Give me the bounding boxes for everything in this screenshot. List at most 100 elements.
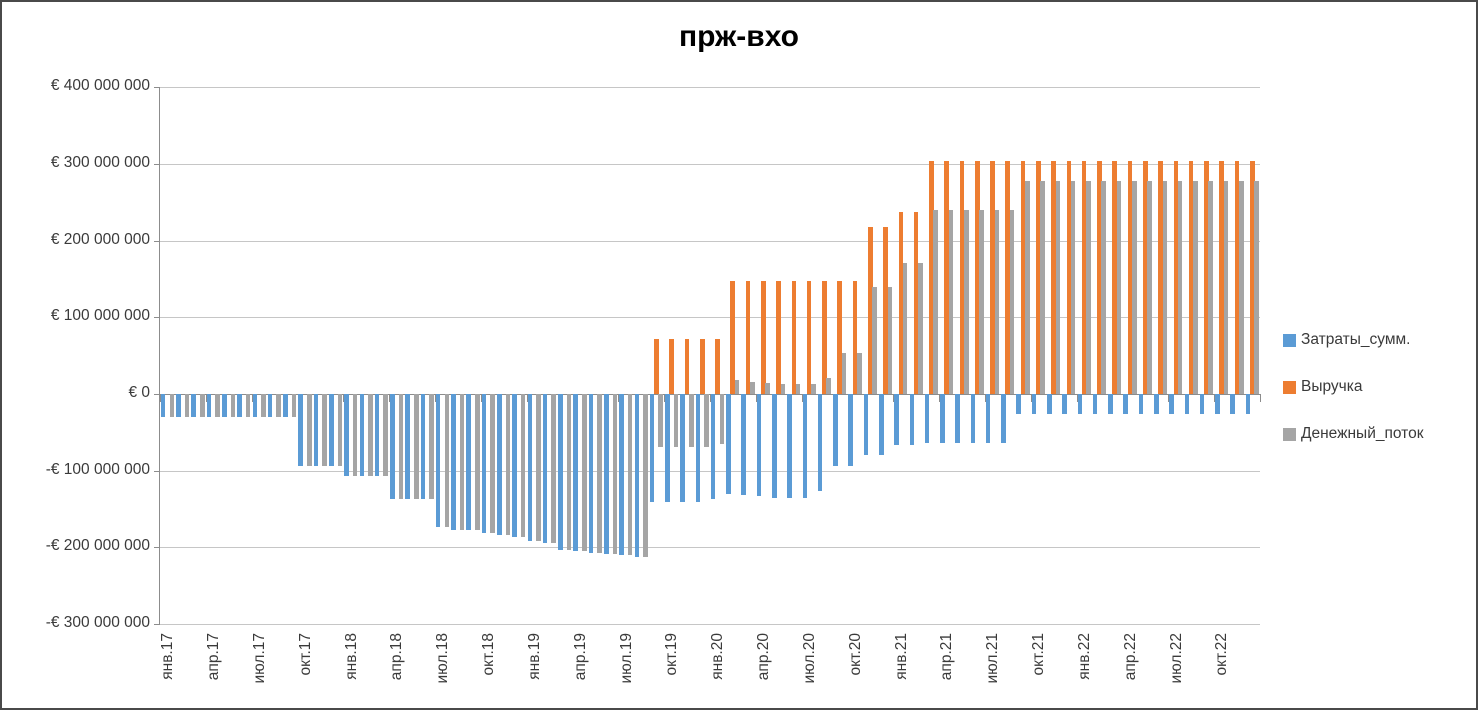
x-axis-label: окт.22	[1213, 633, 1231, 676]
y-axis-tick	[154, 87, 160, 89]
bar-cashflow	[1223, 180, 1229, 394]
category-tick	[1214, 394, 1216, 402]
bar-costs	[924, 394, 930, 444]
bar-costs	[313, 394, 319, 467]
bar-revenue	[1173, 160, 1179, 394]
bar-revenue	[898, 211, 904, 394]
bar-revenue	[852, 280, 858, 394]
bar-costs	[451, 394, 456, 530]
bar-costs	[695, 394, 701, 503]
bar-costs	[374, 394, 380, 477]
bar-cashflow	[811, 384, 816, 394]
bar-costs	[405, 394, 410, 500]
bar-costs	[603, 394, 609, 555]
bar-cashflow	[612, 394, 618, 555]
bar-cashflow	[475, 394, 480, 531]
bar-revenue	[1081, 160, 1087, 394]
bar-revenue	[1188, 160, 1194, 394]
legend-label: Выручка	[1301, 378, 1363, 395]
bar-cashflow	[1177, 180, 1183, 394]
x-axis-label: июл.20	[800, 633, 818, 684]
x-axis-label: апр.22	[1121, 633, 1139, 681]
legend-marker	[1283, 333, 1296, 347]
category-tick	[664, 394, 666, 402]
x-axis-label: апр.19	[571, 633, 589, 681]
bar-cashflow	[1254, 180, 1259, 394]
category-tick	[572, 394, 574, 402]
bar-cashflow	[352, 394, 358, 477]
x-axis-label: янв.21	[892, 633, 910, 680]
category-tick	[893, 394, 895, 402]
y-axis-label: -€ 200 000 000	[45, 537, 150, 555]
bar-costs	[787, 394, 792, 498]
bar-costs	[1199, 394, 1205, 414]
category-tick	[1260, 394, 1261, 402]
category-tick	[526, 394, 528, 402]
bar-cashflow	[505, 394, 511, 536]
category-tick	[251, 394, 253, 402]
bar-cashflow	[383, 394, 388, 477]
bar-costs	[649, 394, 655, 503]
category-tick	[435, 394, 436, 402]
bar-costs	[833, 394, 838, 467]
bar-costs	[1230, 394, 1235, 414]
x-axis-label: апр.20	[755, 633, 772, 681]
bar-revenue	[1051, 160, 1056, 394]
bar-costs	[619, 394, 624, 555]
y-axis-label: -€ 100 000 000	[45, 460, 150, 478]
category-tick	[710, 394, 711, 402]
category-tick	[343, 394, 345, 402]
bar-costs	[1108, 394, 1113, 414]
bar-cashflow	[933, 210, 938, 394]
y-axis-tick	[154, 240, 160, 242]
bar-cashflow	[1193, 180, 1198, 394]
legend-label: Затраты_сумм.	[1301, 331, 1411, 348]
legend-marker	[1283, 427, 1296, 441]
x-axis-label: янв.17	[159, 633, 177, 680]
bar-costs	[665, 394, 670, 503]
bar-cashflow	[322, 394, 327, 467]
bar-cashflow	[566, 394, 572, 550]
y-axis-label: € 400 000 000	[50, 77, 150, 95]
x-axis-label: июл.21	[984, 633, 1002, 684]
bar-costs	[1215, 394, 1220, 414]
bar-cashflow	[994, 210, 1000, 394]
x-axis-label: окт.17	[296, 633, 314, 676]
gridline	[160, 87, 1260, 89]
bar-cashflow	[826, 377, 832, 394]
category-tick	[1168, 394, 1170, 402]
bar-cashflow	[1147, 180, 1152, 394]
bar-cashflow	[918, 262, 923, 394]
bar-costs	[466, 394, 472, 531]
category-tick	[480, 394, 482, 402]
bar-cashflow	[627, 394, 633, 555]
bar-cashflow	[337, 394, 343, 467]
category-tick	[1030, 394, 1032, 402]
x-axis-label: июл.19	[617, 633, 635, 684]
bar-revenue	[1005, 160, 1011, 394]
bar-costs	[176, 394, 181, 417]
bar-revenue	[913, 211, 919, 394]
bar-costs	[970, 394, 976, 444]
bar-revenue	[1097, 160, 1102, 394]
bar-costs	[726, 394, 731, 494]
gridline	[160, 317, 1260, 319]
bar-revenue	[990, 160, 995, 394]
y-axis-tick	[154, 624, 160, 625]
bar-cashflow	[230, 394, 236, 417]
bar-cashflow	[673, 394, 679, 447]
bar-revenue	[867, 226, 873, 394]
y-axis-tick	[154, 470, 160, 472]
bar-costs	[298, 394, 303, 467]
bar-cashflow	[1101, 180, 1107, 394]
gridline	[160, 624, 1260, 625]
bar-costs	[191, 394, 197, 417]
y-axis-label: -€ 300 000 000	[45, 614, 150, 631]
bar-revenue	[1036, 160, 1041, 394]
bar-cashflow	[459, 394, 465, 530]
legend-item-costs: Затраты_сумм.	[1283, 331, 1423, 349]
bar-cashflow	[368, 394, 373, 477]
bar-cashflow	[261, 394, 266, 417]
category-tick	[618, 394, 620, 402]
